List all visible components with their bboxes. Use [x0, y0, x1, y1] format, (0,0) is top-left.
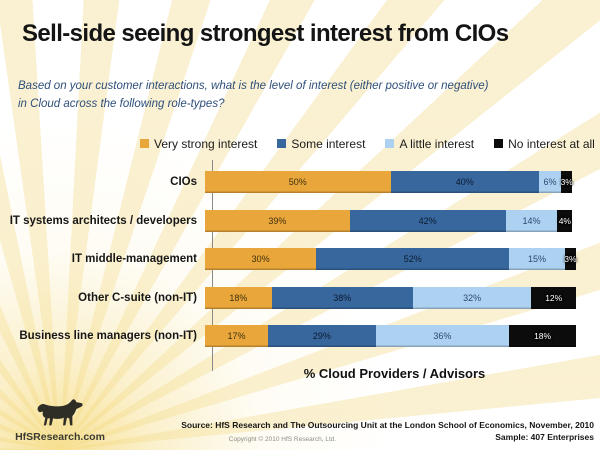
bar-value-label: 4% [558, 215, 571, 226]
legend-label: A little interest [399, 137, 475, 151]
bar-value-label: 39% [268, 215, 287, 226]
bar-value-label: 12% [545, 292, 563, 303]
bar-value-label: 14% [522, 215, 541, 226]
survey-question: Based on your customer interactions, wha… [18, 80, 489, 110]
legend-swatch-none [494, 139, 504, 148]
legend-label: Some interest [291, 137, 366, 151]
bar-segment: 42% [349, 209, 506, 232]
logo-text: HfSResearch.com [15, 431, 105, 443]
bar-segment: 12% [531, 286, 576, 309]
legend-item-little: A little interest [385, 137, 474, 151]
bar-segment: 36% [375, 325, 510, 348]
bar-track: 18% 38% 32% 12% [205, 286, 576, 309]
bar-segment: 32% [412, 286, 532, 309]
bar-value-label: 38% [333, 292, 352, 303]
bar-segment: 6% [538, 171, 562, 194]
bar-value-label: 40% [455, 177, 474, 188]
bar-segment: 30% [205, 248, 317, 271]
legend-label: Very strong interest [154, 137, 258, 151]
bar-value-label: 18% [229, 292, 248, 303]
chart-row: CIOs 50% 40% 6% 3% [0, 163, 576, 202]
bar-value-label: 3% [564, 254, 577, 265]
bar-value-label: 30% [251, 254, 270, 265]
bar-value-label: 18% [534, 331, 552, 342]
slide-title: Sell-side seeing strongest interest from… [22, 20, 509, 47]
bar-segment: 18% [205, 286, 272, 309]
bar-segment: 50% [205, 171, 391, 194]
legend-swatch-very-strong [140, 139, 149, 148]
bar-segment: 39% [205, 209, 350, 232]
bar-segment: 15% [509, 248, 565, 271]
chart-row: IT middle-management 30% 52% 15% 3% [0, 240, 577, 279]
chart-row: Other C-suite (non-IT) 18% 38% 32% 12% [0, 279, 576, 318]
bar-value-label: 36% [433, 331, 452, 342]
bar-value-label: 17% [227, 331, 246, 342]
legend-item-none: No interest at all [494, 137, 595, 151]
bar-value-label: 50% [288, 177, 307, 188]
bar-segment: 38% [271, 286, 413, 309]
copyright-text: Copyright © 2010 HfS Research, Ltd. [228, 436, 337, 443]
bar-segment: 18% [509, 325, 576, 348]
horse-silhouette-icon [37, 399, 83, 426]
x-axis-label: % Cloud Providers / Advisors [303, 366, 486, 381]
bar-track: 50% 40% 6% 3% [205, 171, 576, 194]
bar-segment: 14% [505, 209, 558, 232]
category-label: IT middle-management [71, 253, 197, 266]
legend-item-very-strong: Very strong interest [140, 137, 257, 151]
bar-segment: 52% [316, 248, 510, 271]
chart-row: Business line managers (non-IT) 17% 29% 36%… [0, 317, 576, 356]
bar-segment: 3% [564, 248, 577, 271]
bar-value-label: 6% [543, 177, 557, 188]
chart-legend: Very strong interest Some interest A lit… [140, 137, 595, 151]
bar-value-label: 15% [528, 254, 547, 265]
category-label: Business line managers (non-IT) [19, 330, 197, 343]
category-label: IT systems architects / developers [9, 214, 197, 227]
bar-value-label: 32% [463, 292, 482, 303]
category-label: CIOs [170, 176, 197, 189]
bar-segment: 4% [557, 209, 573, 232]
chart-rows: CIOs 50% 40% 6% 3% IT systems architects / de… [0, 163, 577, 356]
category-label: Other C-suite (non-IT) [78, 291, 197, 304]
bar-segment: 40% [390, 171, 539, 194]
bar-segment: 29% [268, 325, 376, 348]
stacked-bar-chart: CIOs 50% 40% 6% 3% IT systems architects / de… [0, 163, 577, 356]
bar-segment: 3% [560, 171, 573, 194]
bar-value-label: 3% [560, 177, 573, 188]
bar-segment: 17% [205, 325, 269, 348]
chart-row: IT systems architects / developers 39% 42%… [0, 202, 576, 241]
bar-value-label: 42% [418, 215, 437, 226]
bar-track: 39% 42% 14% 4% [205, 209, 576, 232]
bar-track: 30% 52% 15% 3% [205, 248, 577, 271]
source-text: Source: HfS Research and The Outsourcing… [181, 420, 594, 430]
legend-item-some: Some interest [277, 137, 365, 151]
sample-text: Sample: 407 Enterprises [495, 432, 594, 442]
bar-track: 17% 29% 36% 18% [205, 325, 576, 348]
bar-value-label: 52% [403, 254, 422, 265]
hfs-logo: HfSResearch.com [4, 396, 116, 443]
legend-label: No interest at all [508, 137, 595, 151]
bar-value-label: 29% [312, 331, 331, 342]
legend-swatch-little [385, 139, 395, 148]
legend-swatch-some [277, 139, 287, 148]
